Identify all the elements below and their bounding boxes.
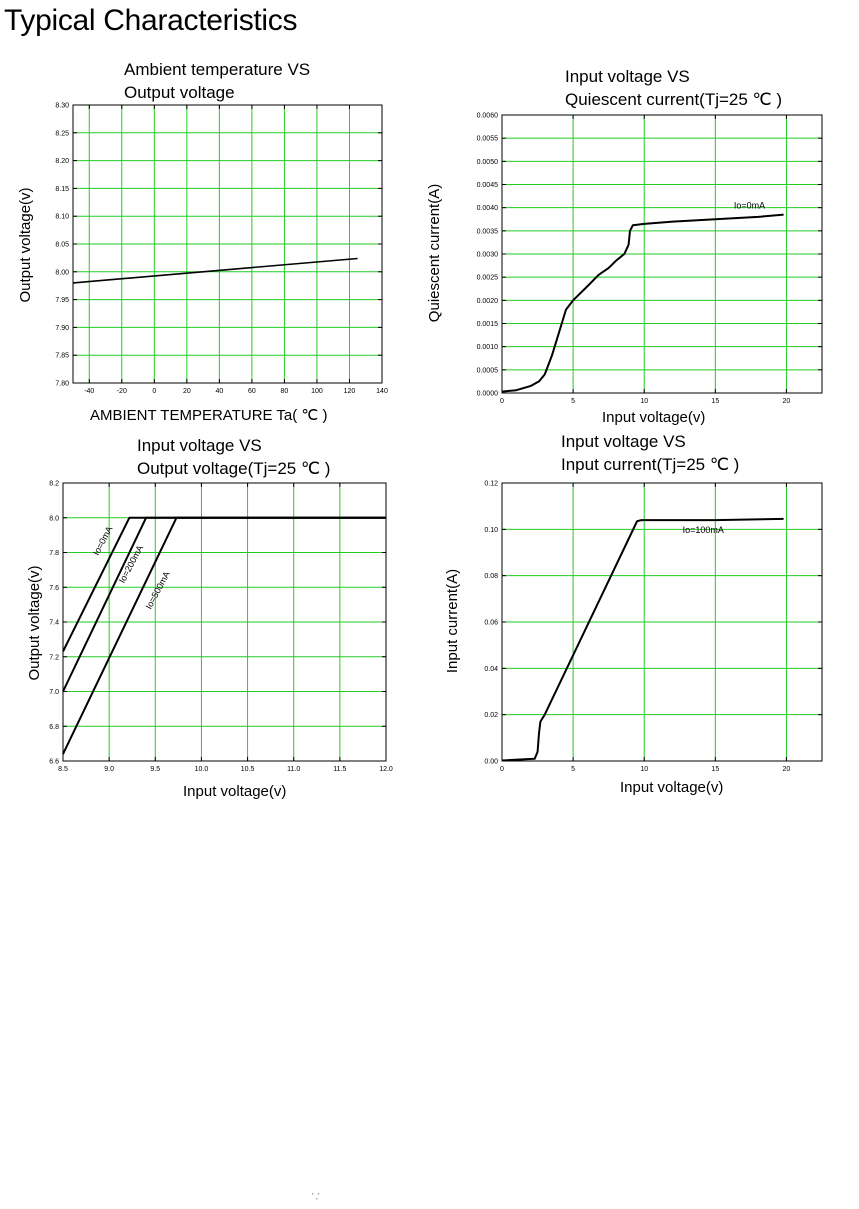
chart-vin-vs-iin: Input voltage VS Input current(Tj=25 ℃ ) 0… (444, 432, 823, 796)
x-tick-label: 11.5 (333, 766, 346, 773)
y-tick-label: 8.2 (49, 481, 59, 488)
y-tick-label: 7.2 (49, 654, 59, 661)
x-tick-label: 9.5 (150, 766, 160, 773)
chart-title-line: Output voltage(Tj=25 ℃ ) (137, 459, 330, 478)
x-axis-label: AMBIENT TEMPERATURE Ta( ℃ ) (90, 407, 327, 424)
y-tick-label: 8.30 (55, 103, 69, 110)
y-tick-label: 7.0 (49, 689, 59, 696)
x-tick-label: 15 (711, 398, 719, 405)
y-tick-label: 0.06 (484, 620, 498, 627)
y-tick-label: 0.0050 (477, 159, 499, 166)
footer-mark: ' ,' (312, 1192, 320, 1201)
x-tick-label: 20 (783, 398, 791, 405)
y-tick-label: 8.05 (55, 242, 69, 249)
y-tick-label: 8.10 (55, 214, 69, 221)
chart-vin-vs-vout: Input voltage VS Output voltage(Tj=25 ℃ )… (26, 436, 393, 800)
chart-title-line: Output voltage (124, 83, 235, 102)
x-axis-label: Input voltage(v) (602, 409, 705, 426)
y-tick-label: 0.08 (484, 573, 498, 580)
series-annotation: Io=0mA (734, 201, 765, 211)
y-tick-label: 0.00 (484, 759, 498, 766)
x-tick-label: 12.0 (379, 766, 393, 773)
x-tick-label: 0 (500, 766, 504, 773)
y-tick-label: 8.00 (55, 269, 69, 276)
y-tick-label: 7.85 (55, 353, 69, 360)
y-tick-label: 7.80 (55, 381, 69, 388)
y-tick-label: 7.8 (49, 550, 59, 557)
y-tick-label: 7.95 (55, 297, 69, 304)
chart-title-line: Ambient temperature VS (124, 60, 310, 79)
x-tick-label: 20 (183, 388, 191, 395)
x-axis-label: Input voltage(v) (183, 783, 286, 800)
y-tick-label: 0.0060 (477, 113, 499, 120)
y-tick-label: 0.10 (484, 527, 498, 534)
x-tick-label: 40 (215, 388, 223, 395)
x-tick-label: 0 (152, 388, 156, 395)
x-tick-label: 100 (311, 388, 323, 395)
page-title: Typical Characteristics (4, 4, 298, 37)
chart-title-line: Quiescent current(Tj=25 ℃ ) (565, 90, 782, 109)
y-tick-label: 0.0010 (477, 344, 499, 351)
y-tick-label: 0.12 (484, 481, 498, 488)
y-tick-label: 6.8 (49, 724, 59, 731)
y-tick-label: 0.0045 (477, 182, 499, 189)
x-tick-label: 60 (248, 388, 256, 395)
x-tick-label: 5 (571, 398, 575, 405)
y-tick-label: 0.0020 (477, 298, 499, 305)
x-tick-label: 10 (640, 398, 648, 405)
y-tick-label: 7.6 (49, 585, 59, 592)
y-tick-label: 6.6 (49, 759, 59, 766)
y-tick-label: 0.0000 (477, 391, 499, 398)
y-tick-label: 0.0030 (477, 252, 499, 259)
y-axis-label: Output voltage(v) (17, 187, 34, 302)
y-axis-label: Quiescent current(A) (426, 184, 443, 322)
y-axis-label: Input current(A) (444, 569, 461, 673)
y-tick-label: 7.4 (49, 620, 59, 627)
x-tick-label: -40 (84, 388, 94, 395)
y-tick-label: 0.0005 (477, 367, 499, 374)
series-line-io-100ma (501, 517, 784, 762)
chart-vin-vs-iq: Input voltage VS Quiescent current(Tj=25 … (426, 67, 823, 426)
y-tick-label: 0.0055 (477, 136, 499, 143)
x-tick-label: 140 (376, 388, 388, 395)
x-tick-label: 0 (500, 398, 504, 405)
x-tick-label: 80 (281, 388, 289, 395)
chart-title-line: Input voltage VS (565, 67, 690, 86)
series-line-io-0ma (62, 516, 386, 652)
x-tick-label: -20 (117, 388, 127, 395)
series-line-io-500ma (62, 516, 386, 755)
chart-title-line: Input voltage VS (561, 432, 686, 451)
x-tick-label: 15 (711, 766, 719, 773)
y-tick-label: 8.25 (55, 130, 69, 137)
y-tick-label: 8.20 (55, 158, 69, 165)
x-tick-label: 10 (640, 766, 648, 773)
x-tick-label: 5 (571, 766, 575, 773)
y-axis-label: Output voltage(v) (26, 565, 43, 680)
series-line-io-200ma (62, 516, 386, 692)
y-tick-label: 0.0015 (477, 321, 499, 328)
x-tick-label: 120 (344, 388, 356, 395)
chart-title-line: Input current(Tj=25 ℃ ) (561, 455, 739, 474)
x-axis-label: Input voltage(v) (620, 779, 723, 796)
series-line-vout (72, 257, 358, 284)
y-tick-label: 0.0025 (477, 275, 499, 282)
y-tick-label: 8.0 (49, 515, 59, 522)
chart-title-line: Input voltage VS (137, 436, 262, 455)
x-tick-label: 20 (783, 766, 791, 773)
x-tick-label: 11.0 (287, 766, 300, 773)
y-tick-label: 0.0035 (477, 228, 499, 235)
y-tick-label: 0.0040 (477, 205, 499, 212)
chart-temp-vs-vout: Ambient temperature VS Output voltage -40 -… (17, 60, 388, 424)
x-tick-label: 8.5 (58, 766, 68, 773)
x-tick-label: 10.0 (195, 766, 209, 773)
series-line-io-0ma (501, 213, 784, 393)
y-tick-label: 8.15 (55, 186, 69, 193)
series-annotation: Io=100mA (683, 525, 724, 535)
y-tick-label: 7.90 (55, 325, 69, 332)
x-tick-label: 10.5 (241, 766, 255, 773)
y-tick-label: 0.04 (484, 666, 498, 673)
y-tick-label: 0.02 (484, 712, 498, 719)
x-tick-label: 9.0 (104, 766, 114, 773)
